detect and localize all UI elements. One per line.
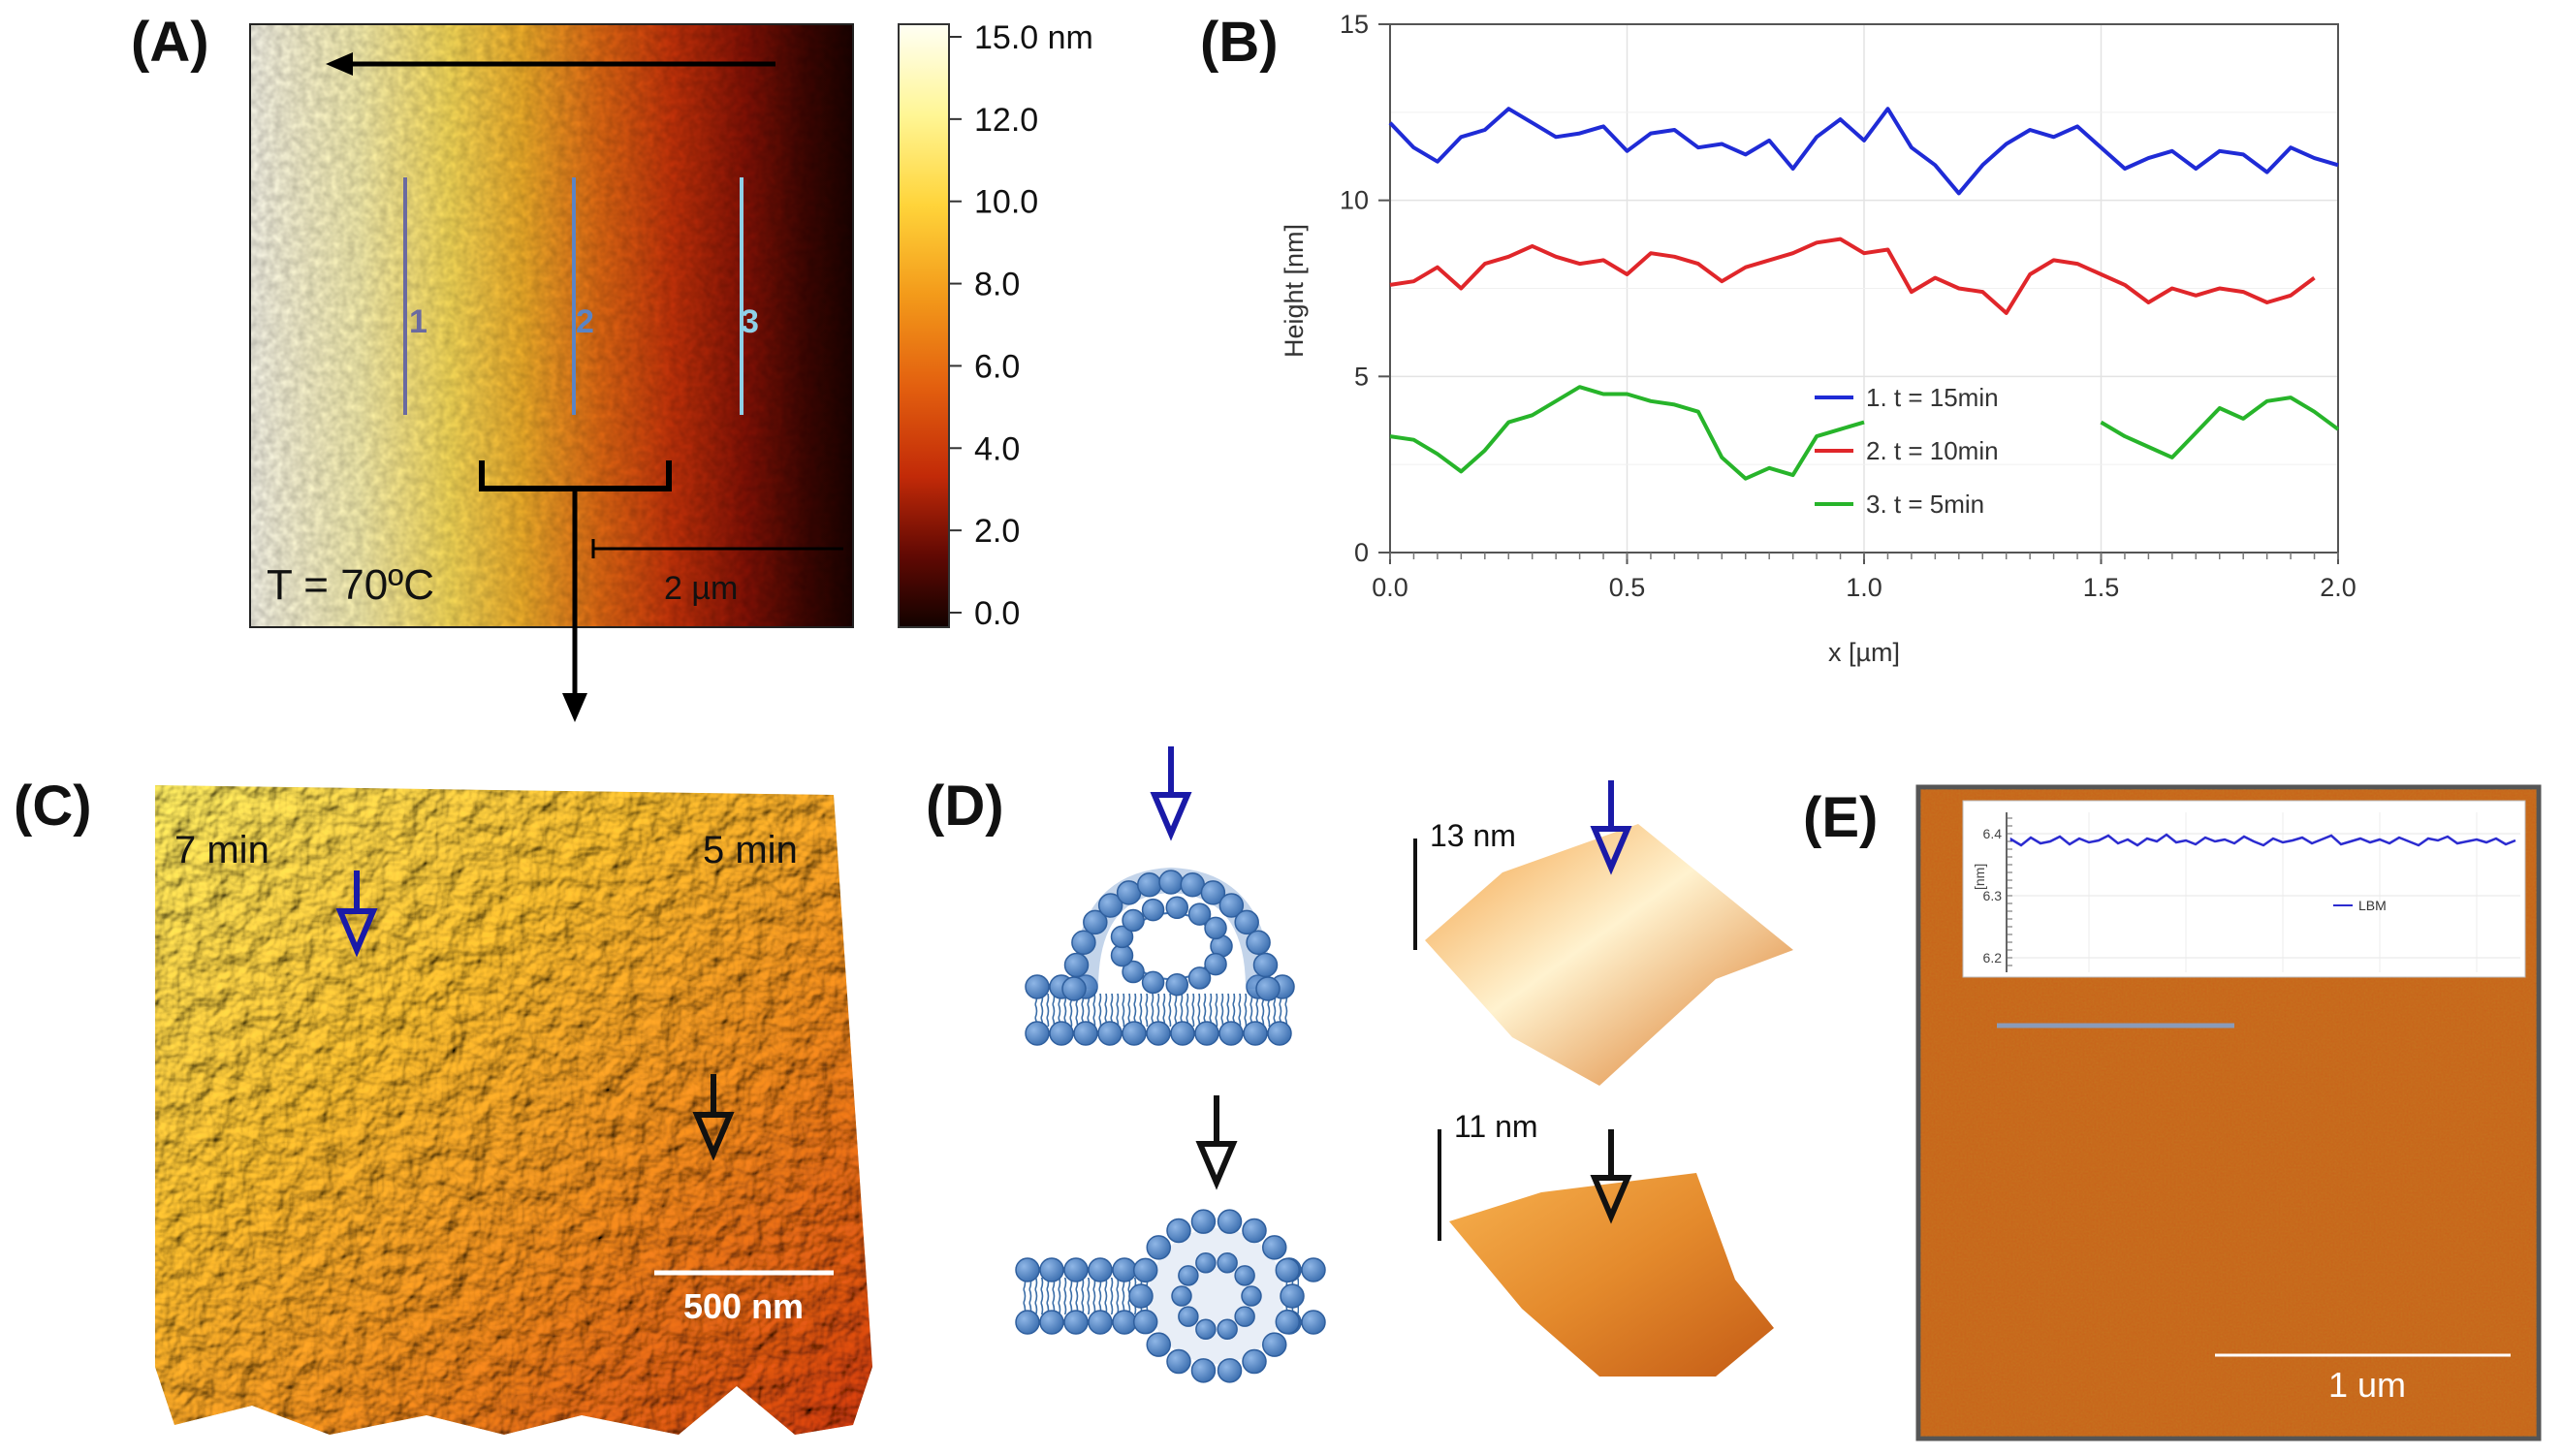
- colorbar-tick-label: 12.0: [974, 102, 1038, 139]
- x-tick-label: 0.5: [1609, 573, 1646, 602]
- afm-height-map: 1 2 3 2 µm T = 70ºC 15.0 nm 12.0 10.0 8.0: [249, 19, 1093, 722]
- scalebar-label-c: 500 nm: [683, 1286, 804, 1326]
- black-arrow-icon: [692, 1112, 735, 1161]
- vesicle-schematics: 13 nm 11 nm: [1015, 746, 1793, 1383]
- blue-arrow-icon: [1150, 792, 1192, 841]
- profile-label-3: 3: [741, 303, 759, 340]
- colorbar-tick-label: 2.0: [974, 513, 1020, 550]
- colorbar-tick-label: 6.0: [974, 348, 1020, 385]
- profile-label-2: 2: [576, 303, 594, 340]
- colorbar-tick-label: 10.0: [974, 184, 1038, 221]
- series-line-3: [1389, 385, 2340, 481]
- time-label-right: 5 min: [703, 829, 798, 871]
- panel-label-d: (D): [926, 775, 1004, 838]
- panel-label-a: (A): [131, 11, 209, 74]
- inset-y-tick: 6.4: [1983, 826, 2003, 841]
- afm-image-e: 6.4 6.3 6.2 [nm] LBM 1 um: [1915, 784, 2542, 1441]
- legend-label: 2. t = 10min: [1866, 436, 1999, 465]
- height-label-top: 13 nm: [1430, 818, 1516, 853]
- scalebar-label-e: 1 um: [2328, 1365, 2406, 1405]
- panel-e: 6.4 6.3 6.2 [nm] LBM 1 um: [1914, 783, 2545, 1442]
- colorbar-tick-label: 0.0: [974, 595, 1020, 632]
- series-line-1: [1388, 107, 2339, 196]
- scalebar-label-a: 2 µm: [664, 570, 738, 607]
- panel-label-c: (C): [14, 775, 92, 838]
- panel-label-e: (E): [1803, 786, 1879, 849]
- inset-y-tick: 6.2: [1983, 950, 2003, 965]
- inset-legend: LBM: [2358, 898, 2387, 913]
- x-axis-label: x [µm]: [1828, 638, 1900, 667]
- black-arrow-icon: [1590, 1175, 1632, 1224]
- x-tick-label: 2.0: [2320, 573, 2356, 602]
- legend-label: 3. t = 5min: [1866, 490, 1984, 519]
- series-line-2: [1389, 237, 2316, 315]
- x-tick-label: 0.0: [1372, 573, 1408, 602]
- legend: 1. t = 15min 2. t = 10min 3. t = 5min: [1815, 383, 1999, 519]
- height-profile-chart: 0.0 0.5 1.0 1.5 2.0 0 5 10 15 x [µm] Height [nm]…: [1280, 10, 2356, 667]
- colorbar-tick-label: 15.0 nm: [974, 19, 1093, 56]
- legend-label: 1. t = 15min: [1866, 383, 1999, 412]
- colorbar-tick-label: 8.0: [974, 267, 1020, 303]
- inset-profile-plot: [1962, 800, 2526, 978]
- height-label-bottom: 11 nm: [1454, 1109, 1538, 1144]
- y-tick-label: 15: [1340, 10, 1369, 39]
- panel-c: 7 min 5 min 500 nm: [136, 766, 892, 1444]
- y-tick-label: 5: [1354, 362, 1369, 391]
- vesicle-in-bilayer-diagram: [1015, 1095, 1326, 1383]
- panel-d: 13 nm 11 nm: [998, 746, 1871, 1383]
- x-tick-label: 1.0: [1846, 573, 1882, 602]
- panel-label-b: (B): [1200, 11, 1279, 74]
- afm-3d-blob-bottom: [1449, 1173, 1774, 1377]
- colorbar-ticks: 15.0 nm 12.0 10.0 8.0 6.0 4.0 2.0 0.0: [949, 19, 1093, 632]
- vesicle-on-bilayer-diagram: [1025, 746, 1295, 1046]
- y-tick-label: 0: [1354, 538, 1369, 567]
- panel-b: 0.0 0.5 1.0 1.5 2.0 0 5 10 15 x [µm] Height [nm]…: [1260, 0, 2562, 698]
- panel-a: 1 2 3 2 µm T = 70ºC 15.0 nm 12.0 10.0 8.0: [0, 0, 1163, 737]
- terrain-surface: [155, 785, 872, 1435]
- inset-y-tick: 6.3: [1983, 888, 2003, 903]
- afm-3d-blob-top: [1425, 824, 1793, 1086]
- afm-3d-image-c: 7 min 5 min 500 nm: [155, 785, 872, 1435]
- time-label-left: 7 min: [174, 829, 269, 871]
- blue-arrow-icon: [335, 908, 378, 958]
- profile-label-1: 1: [409, 303, 427, 340]
- temperature-label: T = 70ºC: [267, 561, 434, 609]
- blue-arrow-icon: [1590, 826, 1632, 875]
- inset-y-label: [nm]: [1972, 864, 1987, 890]
- y-axis-label: Height [nm]: [1280, 224, 1309, 358]
- y-tick-label: 10: [1340, 186, 1369, 215]
- inset-profile-line: [2009, 833, 2516, 847]
- colorbar-tick-label: 4.0: [974, 430, 1020, 467]
- colorbar: [898, 23, 950, 628]
- x-tick-label: 1.5: [2083, 573, 2120, 602]
- black-arrow-icon: [1195, 1141, 1238, 1190]
